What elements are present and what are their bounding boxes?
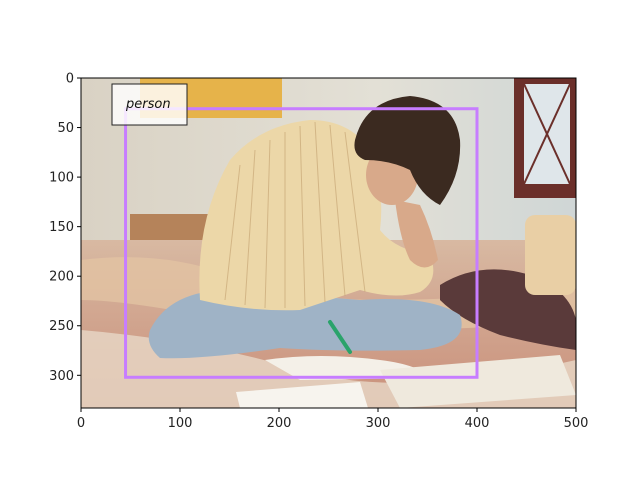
pen (328, 320, 352, 354)
x-tick-label: 500 (564, 416, 589, 431)
y-tick-label: 150 (49, 220, 74, 235)
y-tick-label: 200 (49, 270, 74, 285)
x-tick-label: 400 (465, 416, 490, 431)
open-book (380, 355, 576, 408)
y-tick-label: 100 (49, 171, 74, 186)
photo (81, 78, 576, 408)
bounding-box (124, 107, 479, 379)
x-tick-label: 200 (267, 416, 292, 431)
x-tick-label: 100 (168, 416, 193, 431)
x-axis: 0 100 200 300 400 500 (77, 408, 589, 431)
y-tick-label: 0 (66, 72, 74, 87)
x-tick-label: 300 (366, 416, 391, 431)
person-jeans (148, 290, 462, 359)
y-tick-label: 50 (57, 121, 74, 136)
x-tick-label: 0 (77, 416, 85, 431)
person-hair (354, 96, 461, 205)
annotation-label: person (125, 97, 171, 112)
y-tick-label: 250 (49, 319, 74, 334)
annotation-layer: person (111, 83, 479, 379)
annotation-label-box (111, 83, 188, 126)
axes-frame (80, 77, 577, 409)
y-axis: 0 50 100 150 200 250 300 (49, 72, 81, 384)
y-tick-label: 300 (49, 369, 74, 384)
